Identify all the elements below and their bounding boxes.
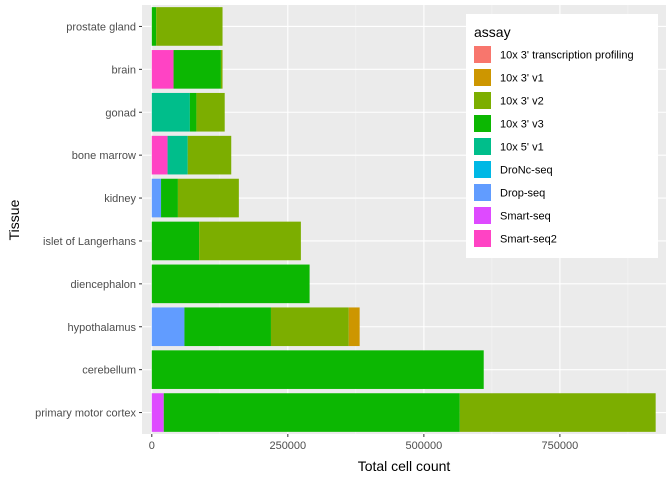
bar-segment: primary motor cortex — Smart-seq: 22000 [151,393,164,432]
bar-segment: cerebellum — 10x 3' v3: 610000 [151,350,484,389]
x-tick-label: 250000 [269,440,306,452]
legend-label: 10x 5' v1 [500,142,544,154]
bar-segment: gonad — 10x 3' v2: 52000 [196,92,225,132]
legend-label: Smart-seq [500,211,551,223]
bar-segment: hypothalamus — 10x 3' v1: 20000 [348,307,360,347]
legend-swatch [474,138,491,155]
bar-segment: brain — 10x 3' v3: 87000 [173,50,221,89]
bar-segment: islet of Langerhans — 10x 3' v2: 187000 [199,221,301,261]
bar-segment: primary motor cortex — 10x 3' v2: 360000 [459,393,656,432]
legend-swatch [474,184,491,201]
y-axis-title: Tissue [6,199,22,240]
y-tick-label: bone marrow [72,150,136,162]
x-tick-label: 750000 [542,440,579,452]
bar-segment: bone marrow — Smart-seq2: 29000 [151,135,168,175]
bar-segment: hypothalamus — 10x 3' v2: 143000 [270,307,349,347]
legend-label: 10x 3' transcription profiling [500,50,634,62]
legend-label: Smart-seq2 [500,234,557,246]
legend-swatch [474,115,491,132]
legend-label: 10x 3' v1 [500,73,544,85]
bar-segment: islet of Langerhans — 10x 3' v3: 87000 [151,221,200,261]
legend-label: Drop-seq [500,188,545,200]
x-tick-label: 500000 [406,440,443,452]
bar-segment: prostate gland — 10x 3' v3: 8000 [151,7,157,46]
bar-segment: bone marrow — 10x 5' v1: 37000 [167,135,188,175]
y-tick-label: prostate gland [66,21,136,33]
bar-segment: hypothalamus — 10x 3' v3: 159000 [184,307,271,347]
legend-swatch [474,207,491,224]
y-tick-label: diencephalon [71,279,136,291]
y-tick-label: kidney [104,193,136,205]
legend: assay 10x 3' transcription profiling 10x … [466,14,658,258]
bar-segment: gonad — 10x 3' v3: 12000 [189,92,197,132]
y-tick-label: islet of Langerhans [43,236,136,248]
y-tick-label: primary motor cortex [35,408,136,420]
legend-label: DroNc-seq [500,165,553,177]
bars: prostate gland — 10x 3' v3: 8000prostate… [151,7,656,432]
legend-label: 10x 3' v3 [500,119,544,131]
x-tick-label: 0 [149,440,155,452]
legend-swatch [474,161,491,178]
bar-segment: bone marrow — 10x 3' v2: 80000 [187,135,232,175]
legend-swatch [474,46,491,63]
legend-title: assay [474,24,511,40]
bar-segment: kidney — Drop-seq: 17000 [151,178,162,218]
bar-segment: brain — 10x 3' v2: 3000 [220,50,223,89]
x-axis: 0 250000 500000 750000 [149,434,579,452]
y-tick-label: cerebellum [82,365,136,377]
legend-background [466,14,658,258]
legend-label: 10x 3' v2 [500,96,544,108]
bar-segment: diencephalon — 10x 3' v3: 290000 [151,264,310,304]
y-tick-label: gonad [105,107,136,119]
y-tick-label: brain [112,64,136,76]
legend-swatch [474,92,491,109]
legend-swatch [474,69,491,86]
bar-segment: brain — Smart-seq2: 40000 [151,50,174,89]
x-axis-title: Total cell count [358,458,451,474]
bar-segment: primary motor cortex — 10x 3' v3: 544000 [163,393,460,432]
legend-swatch [474,230,491,247]
bar-segment: kidney — 10x 3' v2: 112000 [177,178,239,218]
y-axis: prostate gland brain gonad bone marrow kidne… [35,21,142,420]
y-tick-label: hypothalamus [68,322,137,334]
bar-segment: prostate gland — 10x 3' v2: 122000 [156,7,223,46]
bar-segment: gonad — 10x 5' v1: 70000 [151,92,190,132]
bar-segment: hypothalamus — Drop-seq: 60000 [151,307,185,347]
bar-segment: kidney — 10x 3' v3: 31000 [161,178,178,218]
